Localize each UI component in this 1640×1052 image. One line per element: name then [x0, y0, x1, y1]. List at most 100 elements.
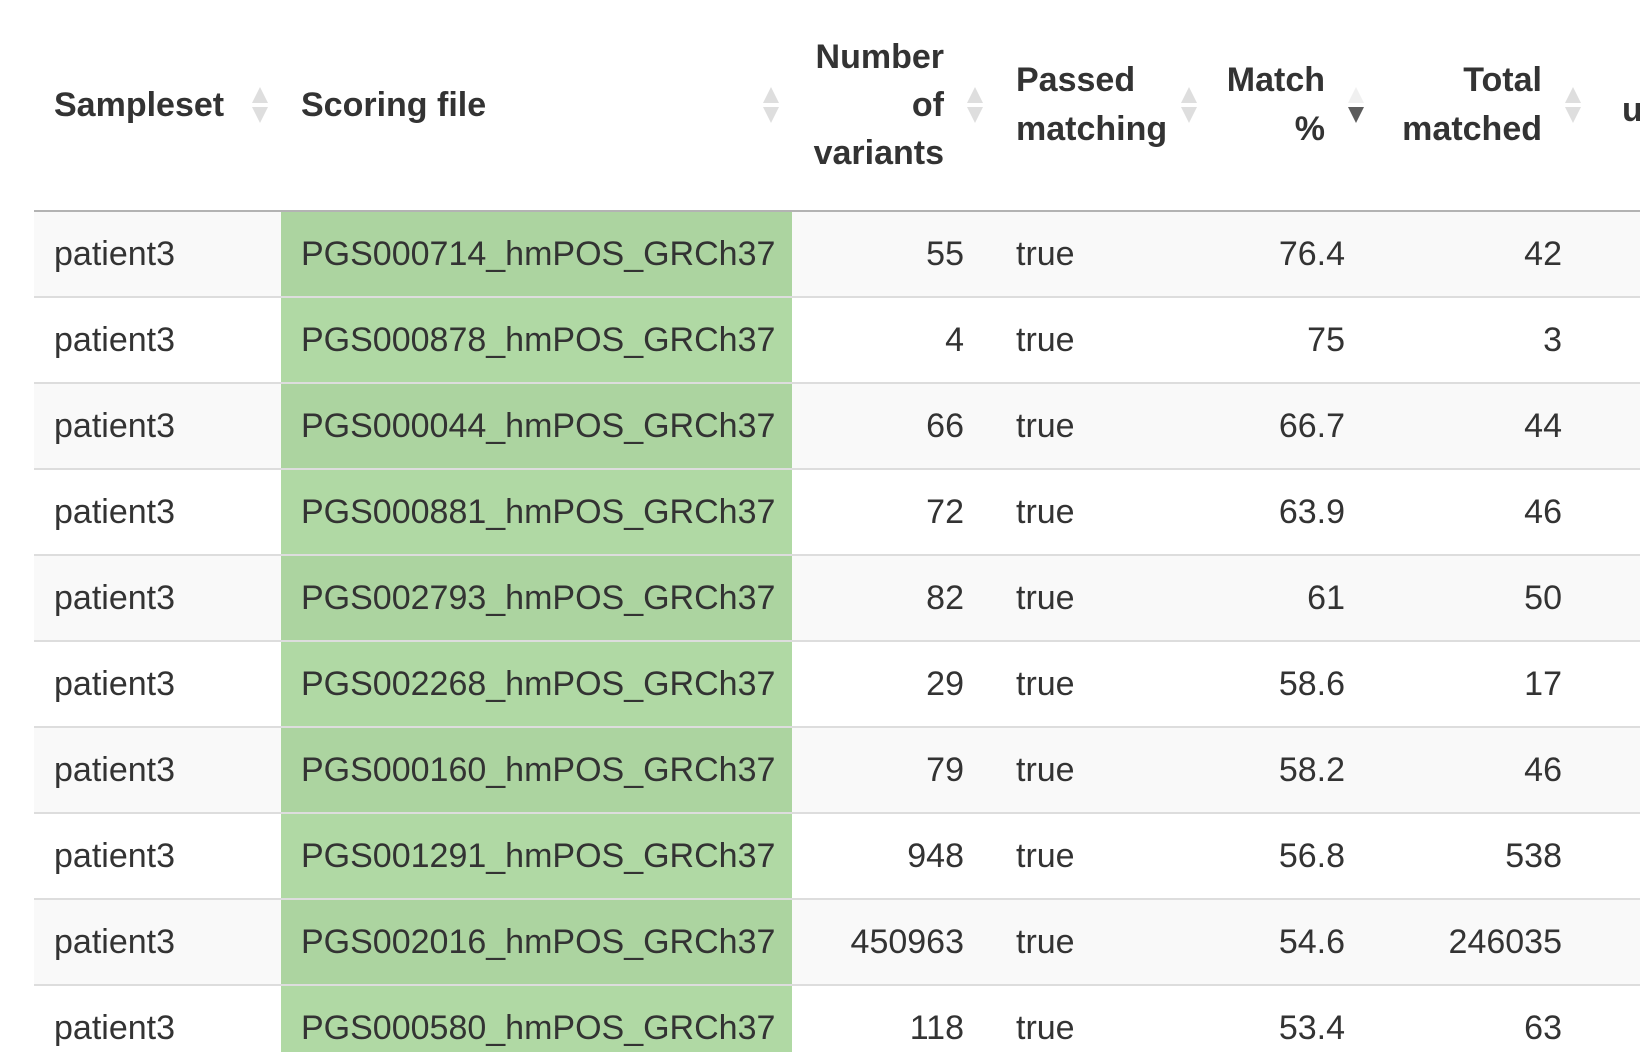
column-header-truncated[interactable]: u: [1594, 0, 1640, 212]
sort-icon: [1562, 85, 1584, 125]
cell-match-percent: 76.4: [1210, 211, 1377, 297]
cell-total-matched: 42: [1377, 211, 1594, 297]
cell-scoring-file: PGS001291_hmPOS_GRCh37: [281, 812, 792, 899]
header-row: Sampleset Scoring file Number of variant…: [34, 0, 1640, 212]
cell-sampleset: patient3: [34, 898, 281, 985]
cell-scoring-file: PGS000580_hmPOS_GRCh37: [281, 984, 792, 1052]
table-row: patient3 PGS000580_hmPOS_GRCh37 118 true 53.…: [34, 984, 1640, 1052]
cell-match-percent: 53.4: [1210, 984, 1377, 1052]
cell-passed-matching: true: [996, 382, 1210, 469]
column-header-label: Total matched: [1402, 61, 1542, 148]
cell-number-of-variants: 82: [792, 554, 996, 641]
cell-truncated: [1594, 296, 1640, 383]
cell-sampleset: patient3: [34, 640, 281, 727]
table-row: patient3 PGS002268_hmPOS_GRCh37 29 true 58.6…: [34, 640, 1640, 727]
table-row: patient3 PGS002016_hmPOS_GRCh37 450963 true…: [34, 898, 1640, 985]
table-header: Sampleset Scoring file Number of variant…: [34, 0, 1640, 212]
cell-truncated: [1594, 984, 1640, 1052]
cell-number-of-variants: 4: [792, 296, 996, 383]
cell-passed-matching: true: [996, 468, 1210, 555]
cell-match-percent: 63.9: [1210, 468, 1377, 555]
cell-match-percent: 61: [1210, 554, 1377, 641]
cell-total-matched: 17: [1377, 640, 1594, 727]
cell-truncated: [1594, 640, 1640, 727]
cell-sampleset: patient3: [34, 296, 281, 383]
cell-truncated: [1594, 211, 1640, 297]
cell-total-matched: 50: [1377, 554, 1594, 641]
cell-truncated: [1594, 468, 1640, 555]
column-header-sampleset[interactable]: Sampleset: [34, 0, 281, 212]
table-row: patient3 PGS002793_hmPOS_GRCh37 82 true 61 50: [34, 554, 1640, 641]
cell-number-of-variants: 55: [792, 211, 996, 297]
cell-number-of-variants: 79: [792, 726, 996, 813]
cell-number-of-variants: 72: [792, 468, 996, 555]
column-header-label: Scoring file: [301, 85, 487, 124]
cell-truncated: [1594, 812, 1640, 899]
cell-total-matched: 63: [1377, 984, 1594, 1052]
cell-match-percent: 58.2: [1210, 726, 1377, 813]
cell-total-matched: 246035: [1377, 898, 1594, 985]
cell-total-matched: 3: [1377, 296, 1594, 383]
cell-sampleset: patient3: [34, 726, 281, 813]
cell-scoring-file: PGS000160_hmPOS_GRCh37: [281, 726, 792, 813]
cell-sampleset: patient3: [34, 211, 281, 297]
cell-sampleset: patient3: [34, 554, 281, 641]
cell-number-of-variants: 29: [792, 640, 996, 727]
cell-passed-matching: true: [996, 296, 1210, 383]
column-header-label: Sampleset: [54, 85, 225, 124]
cell-total-matched: 46: [1377, 468, 1594, 555]
cell-sampleset: patient3: [34, 812, 281, 899]
cell-scoring-file: PGS000044_hmPOS_GRCh37: [281, 382, 792, 469]
column-header-label: Passed matching: [1016, 61, 1168, 148]
cell-passed-matching: true: [996, 554, 1210, 641]
cell-number-of-variants: 118: [792, 984, 996, 1052]
cell-match-percent: 54.6: [1210, 898, 1377, 985]
results-table: Sampleset Scoring file Number of variant…: [34, 0, 1640, 1052]
cell-total-matched: 538: [1377, 812, 1594, 899]
cell-scoring-file: PGS000878_hmPOS_GRCh37: [281, 296, 792, 383]
table-row: patient3 PGS001291_hmPOS_GRCh37 948 true 56.…: [34, 812, 1640, 899]
cell-truncated: [1594, 726, 1640, 813]
cell-passed-matching: true: [996, 898, 1210, 985]
cell-truncated: [1594, 382, 1640, 469]
table-row: patient3 PGS000044_hmPOS_GRCh37 66 true 66.7…: [34, 382, 1640, 469]
column-header-total-matched[interactable]: Total matched: [1377, 0, 1594, 212]
results-table-container: Sampleset Scoring file Number of variant…: [34, 0, 1640, 1052]
cell-match-percent: 56.8: [1210, 812, 1377, 899]
cell-sampleset: patient3: [34, 382, 281, 469]
cell-number-of-variants: 948: [792, 812, 996, 899]
table-row: patient3 PGS000714_hmPOS_GRCh37 55 true 76.4…: [34, 211, 1640, 297]
cell-passed-matching: true: [996, 726, 1210, 813]
cell-scoring-file: PGS002793_hmPOS_GRCh37: [281, 554, 792, 641]
cell-match-percent: 66.7: [1210, 382, 1377, 469]
cell-number-of-variants: 450963: [792, 898, 996, 985]
column-header-number-of-variants[interactable]: Number of variants: [792, 0, 996, 212]
cell-scoring-file: PGS000714_hmPOS_GRCh37: [281, 211, 792, 297]
column-header-label: Number of variants: [813, 38, 944, 172]
column-header-scoring-file[interactable]: Scoring file: [281, 0, 792, 212]
cell-passed-matching: true: [996, 640, 1210, 727]
cell-total-matched: 44: [1377, 382, 1594, 469]
column-header-match-percent[interactable]: Match %: [1210, 0, 1377, 212]
sort-icon: [760, 85, 782, 125]
cell-match-percent: 58.6: [1210, 640, 1377, 727]
column-header-label: u: [1622, 90, 1640, 129]
cell-passed-matching: true: [996, 211, 1210, 297]
table-body: patient3 PGS000714_hmPOS_GRCh37 55 true 76.4…: [34, 211, 1640, 1052]
cell-passed-matching: true: [996, 812, 1210, 899]
cell-sampleset: patient3: [34, 468, 281, 555]
sort-descending-icon: [1345, 85, 1367, 125]
cell-number-of-variants: 66: [792, 382, 996, 469]
cell-scoring-file: PGS002016_hmPOS_GRCh37: [281, 898, 792, 985]
sort-icon: [249, 85, 271, 125]
sort-icon: [964, 85, 986, 125]
cell-total-matched: 46: [1377, 726, 1594, 813]
table-row: patient3 PGS000160_hmPOS_GRCh37 79 true 58.2…: [34, 726, 1640, 813]
cell-passed-matching: true: [996, 984, 1210, 1052]
cell-truncated: [1594, 898, 1640, 985]
table-row: patient3 PGS000881_hmPOS_GRCh37 72 true 63.9…: [34, 468, 1640, 555]
table-row: patient3 PGS000878_hmPOS_GRCh37 4 true 75 3: [34, 296, 1640, 383]
cell-sampleset: patient3: [34, 984, 281, 1052]
cell-match-percent: 75: [1210, 296, 1377, 383]
column-header-passed-matching[interactable]: Passed matching: [996, 0, 1210, 212]
